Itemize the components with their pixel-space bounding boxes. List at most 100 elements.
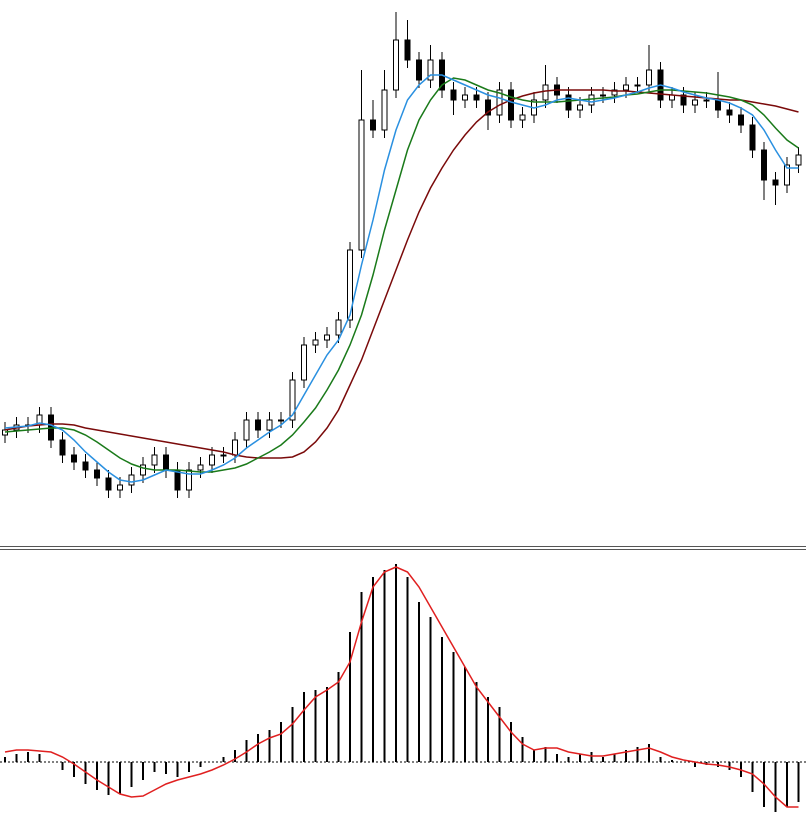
histogram-bar	[119, 762, 121, 794]
candle-body	[381, 89, 388, 131]
candle-body	[519, 114, 526, 121]
candle-body	[324, 334, 330, 341]
candle-body	[163, 454, 169, 471]
histogram-bar	[27, 752, 29, 762]
candle-body	[347, 249, 353, 321]
candle-body	[335, 319, 342, 336]
candle-body	[59, 439, 66, 456]
candle-body	[692, 99, 698, 106]
candle-body	[105, 477, 112, 491]
candle-body	[404, 39, 411, 61]
candle-body	[577, 104, 583, 111]
histogram-bar	[142, 762, 144, 780]
histogram-bar	[510, 722, 512, 762]
candle-body	[784, 164, 790, 186]
indicator-line	[4, 77, 799, 473]
histogram-bar	[222, 757, 225, 762]
histogram-bar	[406, 577, 409, 762]
histogram-bar	[441, 637, 443, 762]
histogram-bar	[602, 757, 604, 762]
candle-body	[94, 469, 100, 479]
candle-body	[416, 59, 422, 81]
candle-body	[209, 454, 215, 466]
histogram-bar	[728, 762, 731, 770]
histogram-bar	[521, 737, 524, 762]
histogram-bar	[567, 757, 570, 762]
candle-body	[117, 484, 123, 491]
histogram-bar	[533, 750, 535, 762]
histogram-bar	[418, 602, 420, 762]
candle-body	[703, 99, 710, 102]
histogram-bar	[61, 762, 64, 770]
candle-body	[301, 344, 307, 381]
candle-body	[255, 419, 261, 431]
histogram-bar	[38, 754, 41, 762]
candle-body	[634, 84, 641, 87]
histogram-bar	[786, 762, 788, 807]
histogram-bar	[694, 762, 696, 767]
histogram-bar	[636, 747, 639, 762]
histogram-bar	[671, 760, 673, 762]
histogram-bar	[487, 697, 489, 762]
histogram-bar	[4, 757, 6, 762]
candle-body	[71, 454, 77, 463]
histogram-bar	[372, 577, 374, 762]
histogram-bar	[544, 747, 547, 762]
histogram-bar	[613, 754, 616, 762]
candle-body	[588, 94, 595, 106]
histogram-bar	[395, 564, 397, 762]
histogram-bar	[579, 754, 581, 762]
candle-body	[761, 149, 767, 181]
candle-body	[151, 454, 158, 466]
candle-body	[266, 419, 273, 431]
histogram-bar	[234, 750, 236, 762]
histogram-bar	[303, 692, 305, 762]
candle-body	[542, 84, 549, 101]
histogram-bar	[291, 707, 294, 762]
histogram-bar	[165, 762, 167, 774]
histogram-bar	[268, 730, 271, 762]
candle-body	[393, 39, 399, 91]
candle-body	[243, 419, 250, 441]
histogram-bar	[188, 762, 190, 772]
histogram-bar	[199, 762, 202, 767]
histogram-bar	[498, 707, 501, 762]
histogram-bar	[257, 734, 259, 762]
candle-body	[772, 179, 779, 186]
histogram-bar	[15, 754, 18, 762]
histogram-bar	[153, 762, 156, 772]
histogram-bar	[337, 672, 340, 762]
candle-body	[726, 109, 733, 116]
candle-body	[220, 454, 227, 457]
candle-body	[427, 59, 434, 81]
histogram-bar	[452, 652, 455, 762]
candle-body	[611, 89, 618, 96]
candle-body	[496, 89, 503, 116]
histogram-bar	[625, 750, 627, 762]
candle-body	[565, 94, 572, 111]
histogram-bar	[84, 762, 87, 784]
histogram-bar	[326, 687, 328, 762]
candle-body	[485, 99, 491, 116]
candle-body	[738, 114, 744, 126]
candle-body	[289, 379, 296, 421]
histogram-bar	[429, 617, 432, 762]
histogram-bar	[556, 754, 558, 762]
candle-body	[795, 154, 802, 166]
histogram-bar	[314, 690, 317, 762]
histogram-bar	[383, 570, 386, 762]
histogram-bar	[349, 632, 351, 762]
histogram-bar	[774, 762, 777, 812]
histogram-bar	[648, 744, 650, 762]
histogram-bar	[107, 762, 110, 795]
candle-body	[473, 94, 480, 101]
candle-body	[140, 464, 146, 476]
candle-body	[358, 119, 365, 251]
candle-body	[232, 439, 238, 456]
histogram-bar	[176, 762, 179, 777]
histogram-bar	[73, 762, 75, 777]
candle-body	[450, 89, 457, 101]
indicator-line	[4, 566, 799, 808]
candle-body	[749, 124, 756, 151]
candle-body	[278, 419, 284, 422]
